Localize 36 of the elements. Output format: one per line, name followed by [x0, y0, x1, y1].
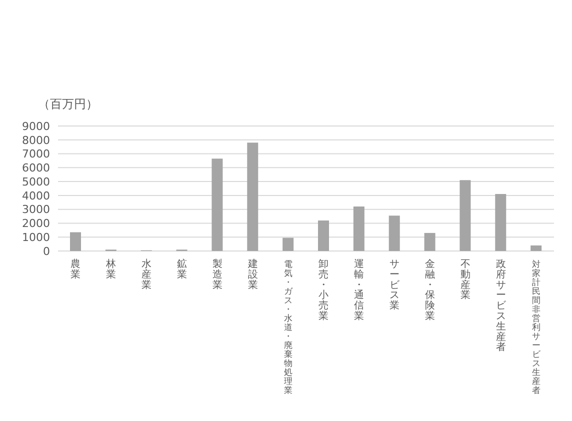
x-tick-label: 製造業	[212, 258, 222, 291]
x-tick-label: 水産業	[142, 258, 152, 291]
y-tick-label: 8000	[22, 134, 50, 147]
y-tick-label: 1000	[22, 231, 50, 244]
y-tick-label: 3000	[22, 203, 50, 216]
y-tick-label: 6000	[22, 162, 50, 175]
x-tick-label: 金融・保険業	[425, 258, 435, 322]
bar	[282, 238, 294, 251]
bar	[424, 232, 436, 251]
y-tick-label: 2000	[22, 217, 50, 230]
x-tick-label: 林業	[105, 258, 116, 280]
y-axis-title: （百万円）	[38, 96, 98, 113]
category-label: 電気・ガス・水道・廃棄物処理業	[284, 260, 293, 396]
bar	[530, 245, 542, 251]
bar	[495, 194, 506, 251]
y-tick-label: 7000	[22, 148, 50, 161]
y-tick-label: 9000	[22, 120, 50, 133]
y-tick-label: 5000	[22, 175, 50, 188]
x-tick-label: 運輸・通信業	[354, 258, 364, 322]
category-label: 政府サービス生産者	[496, 259, 506, 354]
bar	[460, 180, 471, 251]
bar	[247, 142, 258, 251]
y-tick-label: 0	[43, 244, 50, 258]
x-tick-label: 農業	[70, 258, 81, 280]
x-tick-label: 不動産業	[460, 259, 470, 302]
bar	[388, 216, 400, 251]
bar	[70, 232, 81, 251]
x-tick-label: サービス業	[390, 259, 401, 312]
x-tick-label: 鉱業	[177, 258, 187, 280]
bar	[353, 206, 364, 251]
category-label: 対家計民間非営利サービス生産者	[532, 260, 541, 396]
y-tick-label: 4000	[22, 189, 50, 202]
bar	[318, 220, 329, 251]
bar	[212, 158, 223, 251]
x-tick-label: 卸売・小売業	[318, 258, 329, 322]
x-tick-label: 建設業	[246, 258, 258, 291]
